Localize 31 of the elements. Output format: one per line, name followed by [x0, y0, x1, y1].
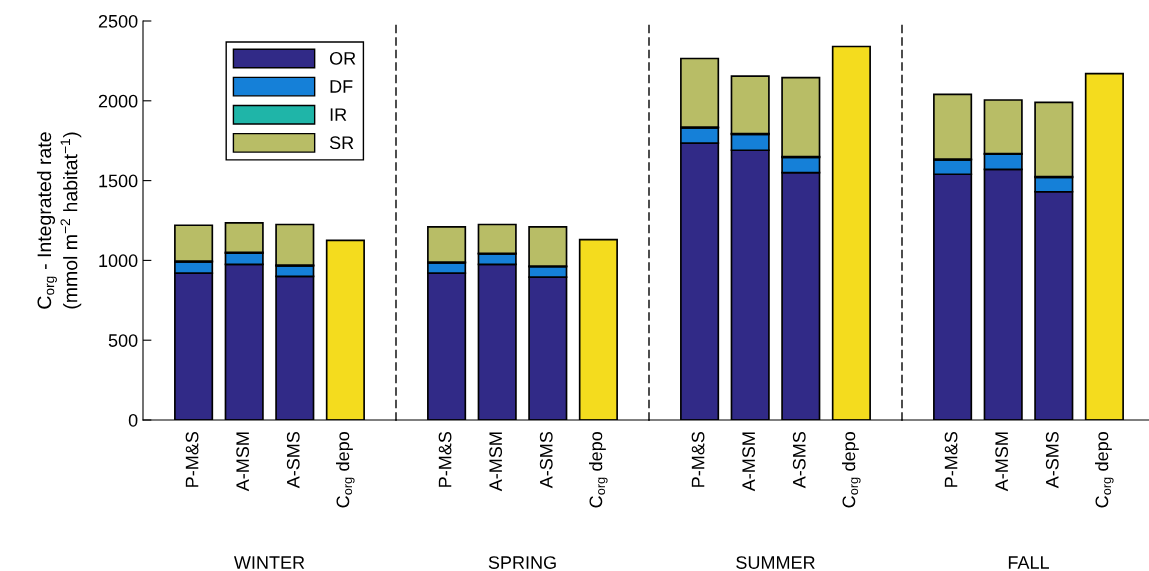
legend-label: SR — [329, 136, 354, 150]
x-tick-label: A-MSM — [489, 432, 503, 492]
x-axis-title: FALL — [1008, 556, 1049, 569]
x-tick-label: C$_{org}$ depo — [842, 432, 861, 508]
legend-label: DF — [330, 80, 353, 93]
x-tick-label: C$_{org}$ depo — [1095, 432, 1114, 508]
y-tick-label: 2000 — [98, 94, 138, 108]
x-tick-label: P-M&S — [185, 431, 199, 487]
y-tick-label: 0 — [128, 413, 138, 427]
x-axis-title: WINTER — [233, 556, 305, 569]
x-tick-label: P-M&S — [944, 431, 958, 487]
x-tick-label: P-M&S — [691, 431, 705, 487]
y-axis-title: C$_{org}$ - Integrated rate (mmol m$^{−2}$ habitat$^{−1}$) — [36, 132, 82, 309]
x-tick-label: A-MSM — [742, 432, 756, 492]
y-tick-label: 1500 — [99, 174, 138, 188]
x-tick-label: A-SMS — [792, 431, 806, 489]
x-tick-label: A-SMS — [1045, 431, 1059, 489]
x-tick-label: A-SMS — [539, 431, 553, 489]
legend-label: IR — [330, 108, 347, 121]
legend-label: OR — [329, 51, 356, 65]
y-tick-label: 2500 — [98, 14, 138, 28]
y-tick-label: 1000 — [99, 254, 138, 268]
x-tick-label: P-M&S — [438, 431, 452, 487]
x-tick-label: A-MSM — [995, 432, 1009, 492]
x-tick-label: C$_{org}$ depo — [336, 432, 355, 508]
x-axis-title: SUMMER — [736, 556, 815, 569]
x-tick-label: C$_{org}$ depo — [589, 432, 608, 508]
x-tick-label: A-SMS — [286, 431, 300, 489]
x-tick-label: A-MSM — [236, 432, 250, 492]
y-tick-label: 500 — [108, 334, 138, 347]
x-axis-title: SPRING — [488, 556, 556, 569]
